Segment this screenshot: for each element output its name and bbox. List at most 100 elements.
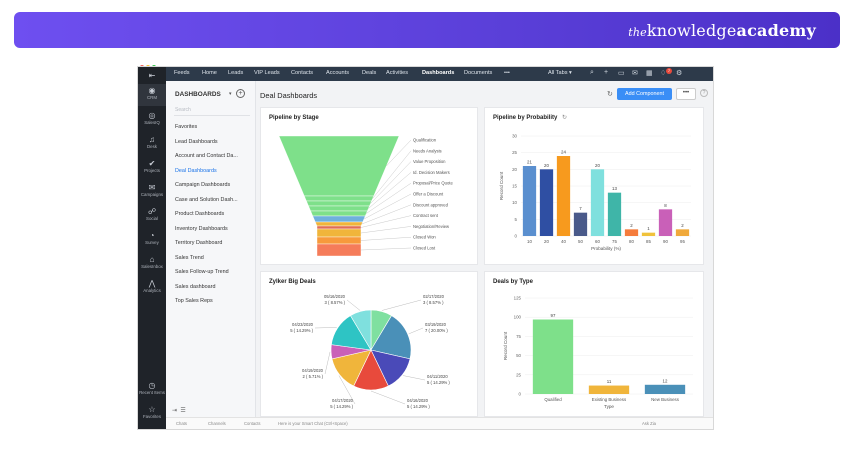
pie-detail: 5 ( 14.29% ) bbox=[427, 380, 450, 385]
tab-vip-leads[interactable]: VIP Leads bbox=[254, 70, 280, 76]
x-tick-label: 40 bbox=[561, 239, 566, 244]
pie-label: 04/16/2020 bbox=[407, 398, 429, 403]
smart-chat-input[interactable]: Here is your Smart Chat (Ctrl+Space) bbox=[278, 421, 348, 426]
ask-zia-button[interactable]: Ask Zia bbox=[642, 421, 656, 426]
tab-dashboards[interactable]: Dashboards bbox=[422, 70, 455, 76]
y-tick-label: 75 bbox=[516, 334, 521, 339]
tab-home[interactable]: Home bbox=[202, 70, 217, 76]
sidebar-item[interactable]: Case and Solution Dash... bbox=[175, 196, 238, 203]
chats-link[interactable]: Chats bbox=[176, 421, 187, 426]
bar bbox=[675, 229, 690, 236]
x-tick-label: 85 bbox=[646, 239, 651, 244]
bar bbox=[539, 169, 554, 236]
sidebar-item[interactable]: Account and Contact Da... bbox=[175, 153, 238, 159]
sidebar-search-input[interactable]: Search bbox=[174, 107, 250, 116]
sidebar-item[interactable]: Campaign Dashboards bbox=[175, 182, 231, 188]
data-label: 1 bbox=[647, 226, 650, 231]
refresh-icon[interactable]: ↻ bbox=[562, 115, 568, 121]
sidebar-item[interactable]: Top Sales Reps bbox=[175, 298, 213, 304]
more-options-button[interactable]: ••• bbox=[676, 88, 696, 100]
funnel-segment bbox=[316, 228, 362, 238]
y-tick-label: 15 bbox=[512, 184, 517, 189]
data-label: 21 bbox=[527, 160, 532, 165]
pie-leader-line bbox=[381, 299, 422, 311]
funnel-leader-line bbox=[361, 204, 412, 225]
data-label: 20 bbox=[595, 163, 600, 168]
contacts-link[interactable]: Contacts bbox=[244, 421, 261, 426]
pie-label: 04/11/2020 bbox=[427, 374, 448, 379]
sidebar-item[interactable]: Product Dashboards bbox=[175, 211, 225, 217]
tab-accounts[interactable]: Accounts bbox=[326, 70, 350, 76]
sidebar-item[interactable]: Sales Follow-up Trend bbox=[175, 269, 229, 275]
recent-items[interactable]: ◷ Recent Items bbox=[139, 381, 165, 395]
dashboards-sidebar: DASHBOARDS ▾ + Search Favorites Lead Dash… bbox=[166, 81, 256, 417]
tab-leads[interactable]: Leads bbox=[228, 70, 244, 76]
card-title: Zylker Big Deals bbox=[269, 279, 316, 285]
funnel-label: Qualification bbox=[413, 138, 437, 143]
add-component-button[interactable]: Add Component bbox=[617, 88, 672, 100]
grid-icon[interactable]: ▦ bbox=[646, 70, 653, 77]
bar bbox=[556, 156, 571, 236]
tab-deals[interactable]: Deals bbox=[362, 70, 377, 76]
funnel-segment bbox=[316, 243, 362, 257]
clock-icon: ◷ bbox=[148, 381, 156, 390]
funnel-leader-line bbox=[360, 215, 412, 228]
survey-icon: ◔ bbox=[149, 231, 155, 240]
tab-contacts[interactable]: Contacts bbox=[291, 70, 314, 76]
tab-documents[interactable]: Documents bbox=[464, 70, 493, 76]
app-desk[interactable]: ♫ Desk bbox=[138, 135, 166, 149]
help-icon[interactable]: ? bbox=[700, 89, 708, 97]
sidebar-item[interactable]: Sales dashboard bbox=[175, 283, 216, 290]
sidebar-item[interactable]: Favorites bbox=[175, 124, 198, 130]
funnel-label: Negotiation/Review bbox=[413, 224, 450, 229]
card-pipeline-by-probability: Pipeline by Probability ↻ 0 5 10 15 20 25 30 21… bbox=[484, 107, 704, 265]
collapse-icon[interactable]: ⇤ bbox=[148, 71, 156, 80]
app-crm[interactable]: ◉ CRM bbox=[138, 84, 166, 106]
pie-detail: 5 ( 14.29% ) bbox=[407, 404, 430, 409]
tab-more[interactable]: ••• bbox=[504, 70, 510, 76]
app-projects[interactable]: ✔ Projects bbox=[138, 159, 166, 173]
salesiq-icon: ◎ bbox=[148, 111, 156, 120]
sidebar-footer-icons[interactable]: ⇥ ☰ bbox=[172, 408, 186, 414]
app-salesiq[interactable]: ◎ SalesIQ bbox=[138, 111, 166, 125]
y-tick-label: 0 bbox=[519, 392, 522, 397]
sidebar-item[interactable]: Inventory Dashboards bbox=[175, 225, 228, 232]
app-campaigns[interactable]: ✉ Campaigns bbox=[138, 183, 166, 197]
sidebar-item[interactable]: Lead Dashboards bbox=[175, 138, 218, 145]
all-tabs-dropdown[interactable]: All Tabs ▾ bbox=[548, 70, 572, 76]
y-tick-label: 30 bbox=[512, 134, 517, 139]
sidebar-item[interactable]: Deal Dashboards bbox=[175, 167, 217, 174]
x-tick-label: 50 bbox=[578, 239, 583, 244]
app-survey[interactable]: ◔ Survey bbox=[138, 231, 166, 245]
app-salesinbox[interactable]: ⌂ SalesInbox bbox=[138, 255, 166, 269]
plus-icon[interactable]: + bbox=[604, 69, 609, 76]
app-social[interactable]: ☍ Social bbox=[138, 207, 166, 221]
add-dashboard-button[interactable]: + bbox=[236, 89, 245, 98]
notification-badge: 7 bbox=[666, 68, 672, 74]
card-title: Deals by Type bbox=[493, 279, 533, 285]
sidebar-item[interactable]: Territory Dashboard bbox=[175, 240, 223, 246]
tab-feeds[interactable]: Feeds bbox=[174, 70, 190, 76]
pie-leader-line bbox=[403, 375, 426, 381]
refresh-icon[interactable]: ↻ bbox=[607, 91, 613, 98]
favorites[interactable]: ☆ Favorites bbox=[138, 405, 166, 419]
channels-link[interactable]: Channels bbox=[208, 421, 226, 426]
data-label: 8 bbox=[664, 203, 667, 208]
mail-icon[interactable]: ✉ bbox=[632, 70, 638, 77]
card-title: Pipeline by Stage bbox=[269, 115, 319, 121]
app-analytics[interactable]: ⋀ Analytics bbox=[138, 279, 166, 293]
bar bbox=[532, 319, 574, 394]
sidebar-item[interactable]: Sales Trend bbox=[175, 254, 204, 261]
status-bar: Chats Channels Contacts Here is your Sma… bbox=[166, 417, 713, 429]
card-zylker-big-deals: Zylker Big Deals 02/17/2020 3 ( 8.57% ) 03… bbox=[260, 271, 478, 417]
salesinbox-icon: ⌂ bbox=[149, 255, 155, 264]
pie-label: 02/17/2020 bbox=[423, 294, 445, 299]
bell-icon[interactable]: ♢ bbox=[660, 70, 667, 77]
search-icon[interactable]: ⌕ bbox=[590, 69, 594, 76]
calendar-icon[interactable]: ▭ bbox=[618, 70, 625, 77]
chevron-down-icon[interactable]: ▾ bbox=[229, 91, 232, 97]
tab-activities[interactable]: Activities bbox=[386, 70, 409, 76]
gear-icon[interactable]: ⚙ bbox=[676, 70, 683, 77]
bar-chart-probability: 0 5 10 15 20 25 30 21 10 20 20 24 40 7 50 20 60 13 75 2 80 1 8… bbox=[499, 134, 691, 251]
